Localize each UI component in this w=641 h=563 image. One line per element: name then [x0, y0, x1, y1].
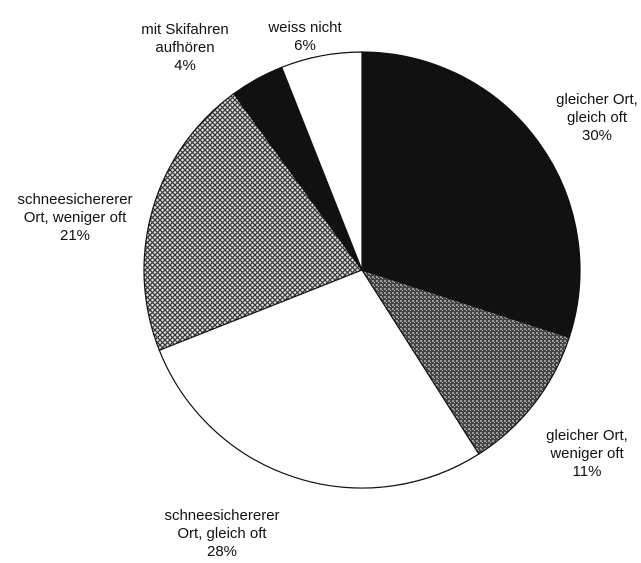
slice-label: mit Skifahren [141, 21, 229, 38]
slice-label: Ort, gleich oft [177, 525, 267, 542]
slice-value-label: 11% [573, 463, 602, 480]
slice-value-label: 28% [207, 543, 237, 558]
slice-value-label: 30% [582, 127, 612, 144]
slice-label: schneesichererer [164, 507, 279, 524]
pie-slice [280, 51, 363, 271]
slice-label: Ort, weniger oft [24, 209, 127, 226]
slice-label: weiss nicht [267, 19, 342, 36]
slice-value-label: 6% [294, 37, 316, 54]
slice-label: gleich oft [567, 109, 628, 126]
pie-slice [143, 92, 363, 352]
slice-value-label: 21% [60, 227, 90, 244]
pie-slice [360, 268, 571, 455]
pie-slice [158, 269, 480, 489]
slice-label: weniger oft [549, 445, 624, 462]
pie-slice [361, 51, 581, 339]
slice-label: gleicher Ort, [546, 427, 628, 444]
slice-value-label: 4% [174, 57, 196, 74]
slice-label: aufhören [155, 39, 214, 56]
slice-label: gleicher Ort, [556, 91, 638, 108]
slice-label: schneesichererer [17, 191, 132, 208]
